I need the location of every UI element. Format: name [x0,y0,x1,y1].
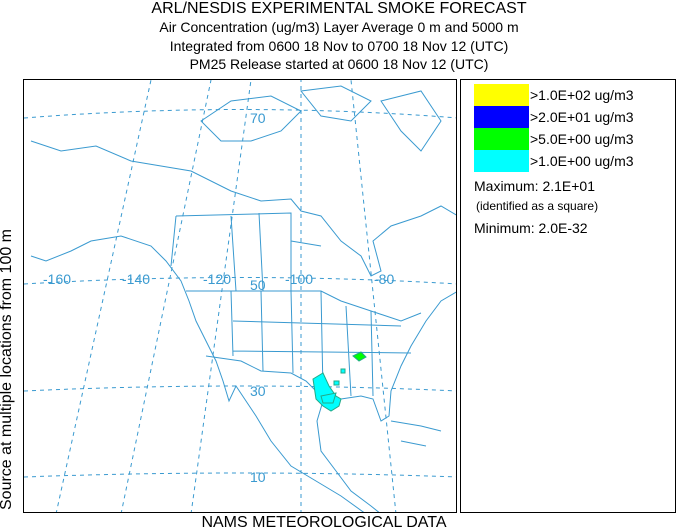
political-borders [170,212,422,397]
subtitle-layer: Air Concentration (ug/m3) Layer Average … [159,19,519,35]
lat-line-10 [24,472,456,478]
legend-level-4: >1.0E+00 ug/m3 [474,150,634,172]
alaska-canada-border [170,215,177,267]
us-mexico-border [205,355,322,397]
us-states [230,290,412,397]
legend-label: >1.0E+02 ug/m3 [530,87,634,103]
minimum-value: Minimum: 2.0E-32 [474,220,588,236]
legend-level-3: >5.0E+00 ug/m3 [474,128,634,150]
subtitle-release: PM25 Release started at 0600 18 Nov 12 (… [189,56,489,72]
maximum-value: Maximum: 2.1E+01 [474,178,595,194]
subtitle-integration: Integrated from 0600 18 Nov to 0700 18 N… [169,38,509,54]
lon-line-140 [120,80,212,512]
smoke-plume-kentucky [352,351,367,362]
lon-label: -160 [43,271,71,287]
lat-label: 70 [250,110,266,126]
map-svg: -160 -140 -120 -100 -80 70 50 30 10 [24,80,456,512]
legend-level-2: >2.0E+01 ug/m3 [474,106,634,128]
smoke-plume-mississippi [340,368,346,374]
lat-line-30 [24,385,456,392]
source-label-text: Source at multiple locations from 100 m [0,229,15,510]
coastlines [30,85,456,512]
lat-label: 50 [250,277,266,293]
legend-swatch [474,150,529,172]
lon-line-160 [55,80,152,512]
legend-swatch [474,84,529,106]
legend-label: >1.0E+00 ug/m3 [530,153,634,169]
lon-label: -80 [374,271,394,287]
north-america-coast [30,140,456,512]
meteorological-data-label: NAMS METEOROLOGICAL DATA [201,514,447,531]
grid-labels: -160 -140 -120 -100 -80 70 50 30 10 [43,110,394,485]
smoke-plume-gulf [320,392,337,404]
map-title: ARL/NESDIS EXPERIMENTAL SMOKE FORECAST [151,0,527,17]
caribbean-islands [390,420,442,447]
lon-label: -120 [203,271,231,287]
us-canada-border [186,290,422,322]
legend-label: >2.0E+01 ug/m3 [530,109,634,125]
lon-label: -100 [285,271,313,287]
graticule [24,80,456,512]
lon-line-80 [350,80,397,512]
legend-swatch [474,128,529,150]
legend-swatch [474,106,529,128]
maximum-note: (identified as a square) [476,199,599,213]
map-panel: -160 -140 -120 -100 -80 70 50 30 10 [23,79,457,513]
legend-panel: >1.0E+02 ug/m3 >2.0E+01 ug/m3 >5.0E+00 u… [460,79,676,513]
canada-territories [175,212,322,292]
lat-label: 10 [250,469,266,485]
smoke-plume-texas [312,372,342,412]
lat-line-70 [24,109,456,119]
smoke-plumes [312,351,367,412]
legend-label: >5.0E+00 ug/m3 [530,131,634,147]
smoke-plume-louisiana [333,380,340,386]
lat-line-50 [24,277,456,285]
arctic-islands [200,85,442,152]
lon-label: -140 [122,271,150,287]
lat-label: 30 [250,383,266,399]
legend-level-1: >1.0E+02 ug/m3 [474,84,634,106]
lon-line-120 [190,80,252,512]
